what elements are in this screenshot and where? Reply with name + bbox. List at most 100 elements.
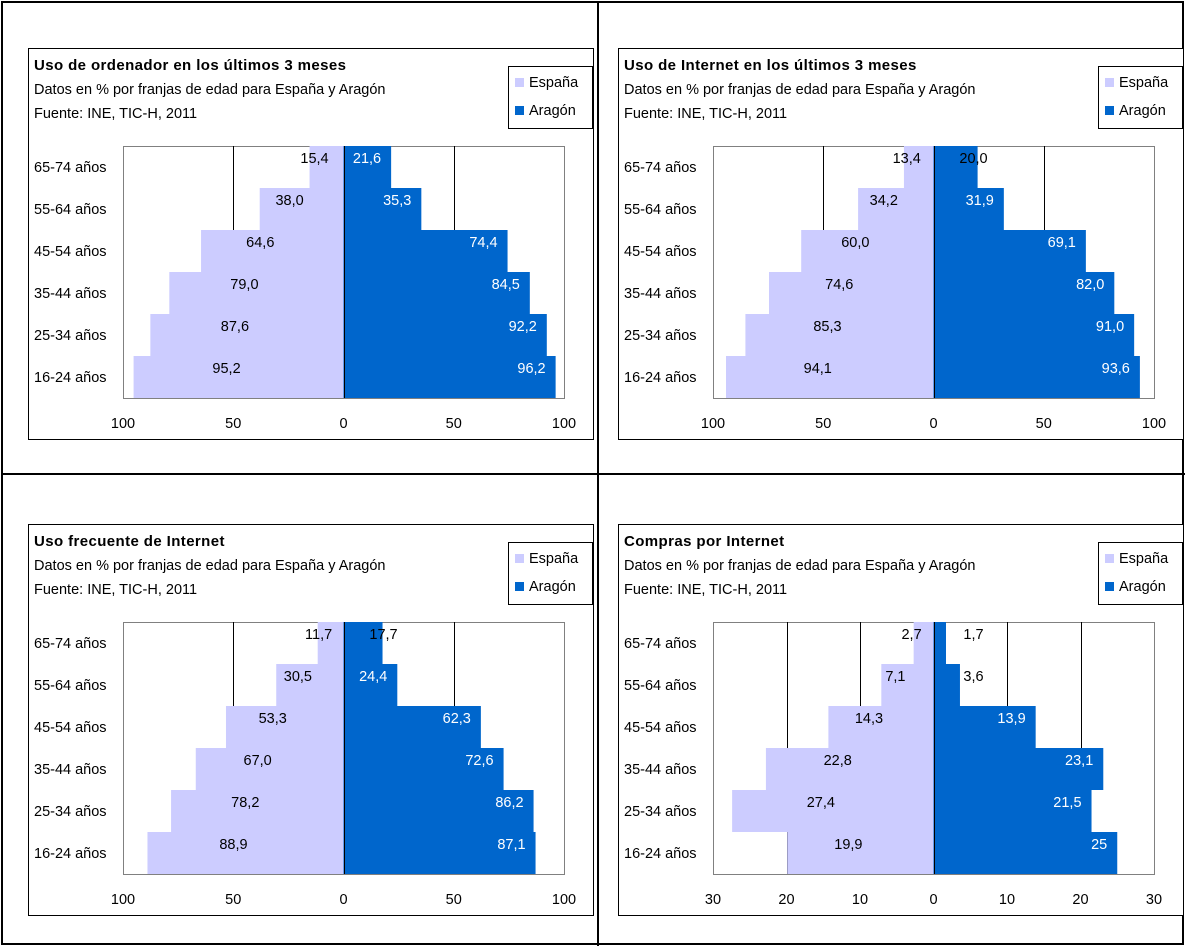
bar-aragon	[343, 832, 536, 874]
bar-spain	[801, 230, 934, 272]
x-tick-label: 30	[1146, 892, 1162, 908]
horizontal-divider	[1, 473, 1185, 475]
chart-subtitle: Datos en % por franjas de edad para Espa…	[624, 558, 975, 574]
category-label: 25-34 años	[624, 328, 697, 344]
category-label: 65-74 años	[34, 160, 107, 176]
bar-spain	[201, 230, 344, 272]
x-tick-label: 10	[999, 892, 1015, 908]
x-tick-label: 30	[705, 892, 721, 908]
bar-aragon	[933, 230, 1086, 272]
bar-aragon	[933, 790, 1092, 832]
data-label-aragon: 91,0	[1096, 319, 1124, 335]
bar-aragon	[933, 706, 1036, 748]
bar-spain	[858, 188, 934, 230]
data-label-aragon: 35,3	[383, 193, 411, 209]
data-label-spain: 27,4	[807, 795, 835, 811]
data-label-aragon: 23,1	[1065, 753, 1093, 769]
chart-subtitle: Datos en % por franjas de edad para Espa…	[34, 558, 385, 574]
category-label: 45-54 años	[624, 720, 697, 736]
bar-aragon	[933, 272, 1115, 314]
chart-subtitle: Datos en % por franjas de edad para Espa…	[624, 82, 975, 98]
bar-aragon	[343, 146, 392, 188]
chart-title: Uso de Internet en los últimos 3 meses	[624, 57, 917, 74]
data-label-spain: 95,2	[212, 361, 240, 377]
category-label: 16-24 años	[34, 846, 107, 862]
category-label: 35-44 años	[624, 286, 697, 302]
data-label-aragon: 24,4	[359, 669, 387, 685]
data-label-spain: 11,7	[305, 627, 332, 643]
data-label-spain: 87,6	[221, 319, 249, 335]
data-label-aragon: 87,1	[497, 837, 525, 853]
bar-spain	[309, 146, 344, 188]
data-label-aragon: 86,2	[495, 795, 523, 811]
category-label: 35-44 años	[34, 762, 107, 778]
chart-subtitle: Datos en % por franjas de edad para Espa…	[34, 82, 385, 98]
legend-swatch-aragon	[515, 106, 524, 115]
legend-label-aragon: Aragón	[529, 579, 576, 595]
data-label-aragon: 3,6	[963, 669, 983, 685]
category-label: 16-24 años	[34, 370, 107, 386]
bar-spain	[133, 356, 344, 398]
x-tick-label: 100	[552, 416, 576, 432]
data-label-spain: 78,2	[231, 795, 259, 811]
data-label-aragon: 21,6	[353, 151, 381, 167]
legend-label-spain: España	[529, 551, 579, 567]
data-label-spain: 94,1	[804, 361, 832, 377]
data-label-spain: 13,4	[893, 151, 921, 167]
legend-swatch-aragon	[515, 582, 524, 591]
bar-aragon	[933, 356, 1140, 398]
x-tick-label: 50	[446, 892, 462, 908]
data-label-spain: 15,4	[300, 151, 328, 167]
bar-spain	[276, 664, 344, 706]
data-label-aragon: 82,0	[1076, 277, 1104, 293]
bar-spain	[225, 706, 344, 748]
data-label-aragon: 96,2	[517, 361, 545, 377]
bar-spain	[317, 622, 344, 664]
x-tick-label: 0	[929, 892, 937, 908]
bar-aragon	[933, 314, 1135, 356]
category-label: 25-34 años	[34, 328, 107, 344]
category-label: 45-54 años	[34, 244, 107, 260]
data-label-spain: 22,8	[824, 753, 852, 769]
data-label-spain: 88,9	[219, 837, 247, 853]
bar-aragon	[343, 748, 504, 790]
chart-source: Fuente: INE, TIC-H, 2011	[34, 582, 197, 598]
chart-source: Fuente: INE, TIC-H, 2011	[34, 106, 197, 122]
chart-source: Fuente: INE, TIC-H, 2011	[624, 582, 787, 598]
data-label-aragon: 72,6	[465, 753, 493, 769]
data-label-spain: 38,0	[275, 193, 303, 209]
bar-spain	[787, 832, 934, 874]
x-tick-label: 50	[815, 416, 831, 432]
bar-spain	[150, 314, 344, 356]
bar-aragon	[933, 622, 946, 664]
chart-internet-use: Uso de Internet en los últimos 3 meses Da…	[618, 48, 1184, 440]
legend-label-spain: España	[1119, 551, 1169, 567]
bar-spain	[732, 790, 934, 832]
category-label: 35-44 años	[624, 762, 697, 778]
category-label: 55-64 años	[624, 202, 697, 218]
bar-spain	[903, 146, 934, 188]
legend-swatch-aragon	[1105, 106, 1114, 115]
bar-spain	[828, 706, 934, 748]
bar-aragon	[933, 188, 1004, 230]
data-label-spain: 85,3	[813, 319, 841, 335]
data-label-aragon: 74,4	[469, 235, 497, 251]
x-tick-label: 100	[1142, 416, 1166, 432]
category-label: 45-54 años	[34, 720, 107, 736]
legend-swatch-spain	[515, 78, 524, 87]
data-label-spain: 34,2	[870, 193, 898, 209]
category-label: 16-24 años	[624, 370, 697, 386]
legend-box	[508, 66, 593, 129]
bar-spain	[169, 272, 344, 314]
chart-internet-purchases: Compras por Internet Datos en % por franj…	[618, 524, 1184, 916]
bar-spain	[147, 832, 344, 874]
data-label-spain: 60,0	[841, 235, 869, 251]
bar-aragon	[343, 230, 508, 272]
bar-aragon	[343, 188, 422, 230]
category-label: 25-34 años	[624, 804, 697, 820]
data-label-spain: 53,3	[259, 711, 287, 727]
x-tick-label: 50	[1036, 416, 1052, 432]
data-label-spain: 14,3	[855, 711, 883, 727]
category-label: 25-34 años	[34, 804, 107, 820]
data-label-spain: 7,1	[885, 669, 905, 685]
